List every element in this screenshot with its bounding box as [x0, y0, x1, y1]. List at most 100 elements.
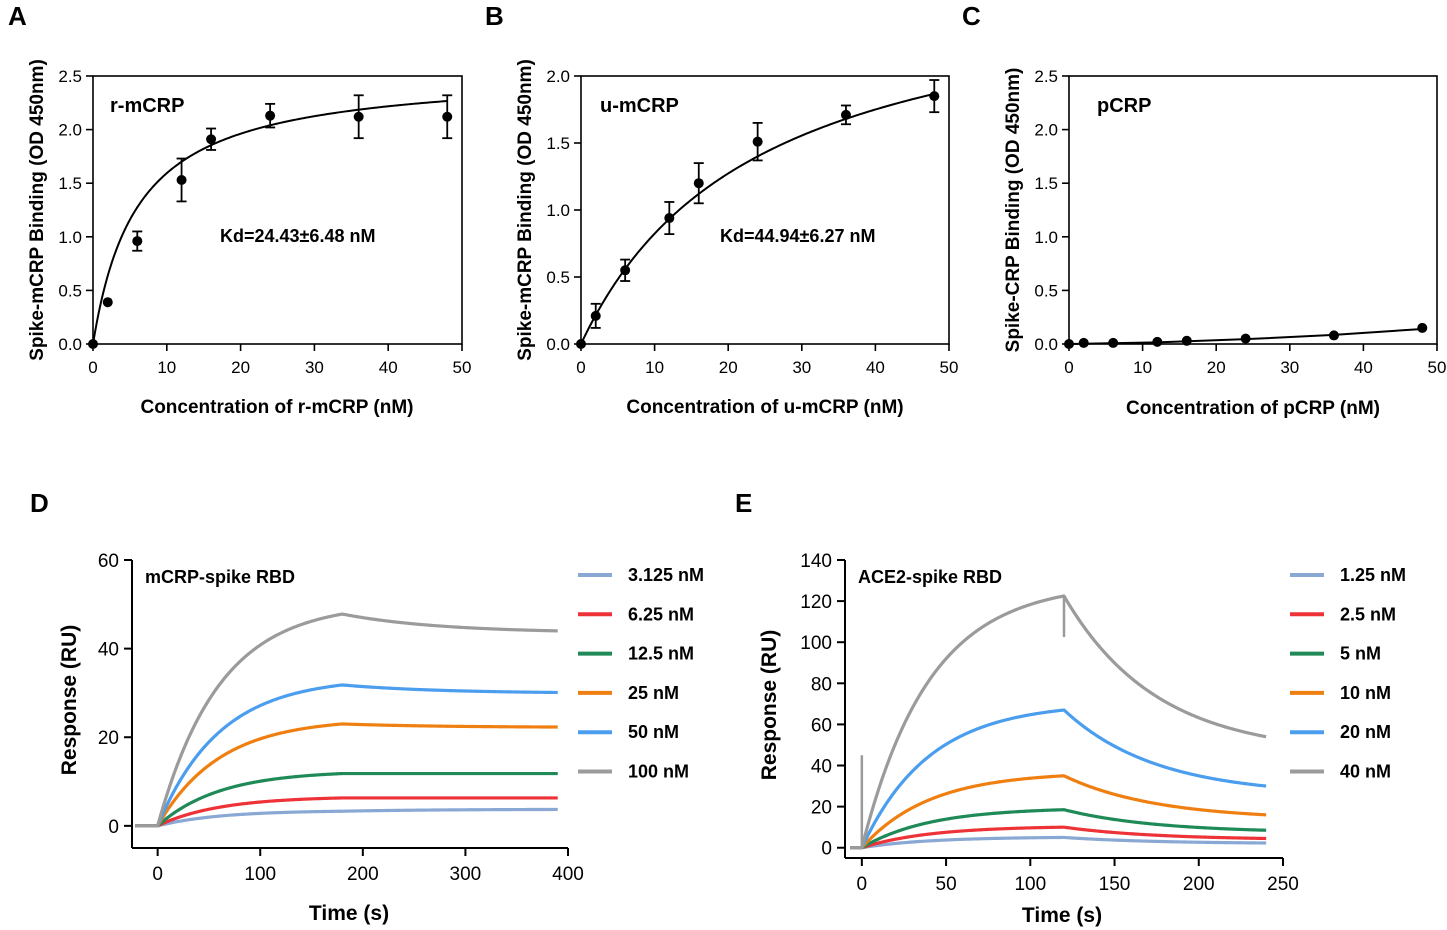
panel-b-y-tick-label: 0.0 [546, 335, 570, 354]
panel-a-kd-annotation: Kd=24.43±6.48 nM [220, 226, 375, 246]
panel-c-x-tick-label: 20 [1207, 358, 1226, 377]
panel-e-x-tick-label: 0 [857, 874, 868, 895]
panel-b-x-tick-label: 10 [645, 358, 664, 377]
panel-e-chart: 0 50 100 150 200 250 0 20 40 60 80 100 120 140 1.25 n… [758, 551, 1406, 927]
panel-d-y-tick-label: 60 [98, 551, 119, 572]
panel-d-y-axis-title: Response (RU) [58, 625, 81, 776]
panel-d-title: mCRP-spike RBD [145, 567, 295, 587]
panel-a-y-tick-label: 2.0 [58, 121, 82, 140]
panel-e-y-tick-label: 0 [821, 839, 832, 860]
panel-a-y-axis-title: Spike-mCRP Binding (OD 450nm) [27, 59, 48, 361]
panel-a-y-tick-label: 1.5 [58, 174, 82, 193]
panel-c-y-tick-label: 1.0 [1034, 228, 1058, 247]
panel-e-legend-label: 40 nM [1340, 762, 1391, 782]
panel-a-chart: 0 10 20 30 40 50 0.0 0.5 1.0 1.5 2.0 2.5 r-mCRP Kd=… [27, 59, 471, 418]
panel-a-y-tick-label: 2.5 [58, 67, 82, 86]
panel-a-x-tick-label: 10 [157, 358, 176, 377]
panel-c-y-axis-title: Spike-CRP Binding (OD 450nm) [1003, 68, 1024, 353]
panel-b-y-axis-title: Spike-mCRP Binding (OD 450nm) [515, 59, 536, 361]
panel-b-y-tick-label: 1.0 [546, 201, 570, 220]
panel-e-legend-label: 1.25 nM [1340, 565, 1406, 585]
panel-b-data-point [620, 265, 631, 276]
panel-d-legend-label: 100 nM [628, 762, 689, 782]
panel-b-x-tick-label: 20 [719, 358, 738, 377]
panel-b-x-tick-label: 40 [866, 358, 885, 377]
panel-c-y-tick-label: 2.5 [1034, 67, 1058, 86]
panel-e-x-tick-label: 100 [1014, 874, 1046, 895]
panel-d-legend-label: 25 nM [628, 683, 679, 703]
panel-e-y-tick-label: 140 [800, 551, 832, 572]
panel-letter-c: C [962, 1, 981, 31]
panel-letter-d: D [30, 488, 49, 518]
panel-b-x-tick-label: 30 [792, 358, 811, 377]
panel-c-x-tick-label: 0 [1064, 358, 1073, 377]
panel-e-title: ACE2-spike RBD [858, 567, 1002, 587]
panel-c-data-point [1078, 337, 1089, 348]
panel-a-y-tick-label: 0.5 [58, 281, 82, 300]
panel-e-y-tick-label: 40 [811, 757, 832, 778]
panel-c-x-tick-label: 10 [1133, 358, 1152, 377]
panel-b-y-tick-label: 2.0 [546, 67, 570, 86]
panel-d-series-line [135, 683, 558, 828]
panel-e-series-line [850, 708, 1267, 850]
panel-b-data-point [840, 109, 851, 120]
panel-c-y-tick-label: 0.0 [1034, 335, 1058, 354]
panel-e-y-tick-label: 100 [800, 633, 832, 654]
panel-d-series-line [135, 771, 558, 828]
panel-d-legend-label: 3.125 nM [628, 565, 704, 585]
panel-b-chart: 0 10 20 30 40 50 0.0 0.5 1.0 1.5 2.0 u-mCRP Kd=44.… [515, 59, 958, 418]
panel-b-data-point [752, 136, 763, 147]
panel-a-x-tick-label: 50 [453, 358, 472, 377]
panel-e-y-tick-label: 20 [811, 798, 832, 819]
panel-letter-a: A [8, 1, 27, 31]
panel-d-y-tick-label: 20 [98, 728, 119, 749]
panel-d-x-tick-label: 200 [347, 864, 379, 885]
panel-e-y-tick-label: 80 [811, 674, 832, 695]
panel-a-y-tick-label: 0.0 [58, 335, 82, 354]
panel-d-chart: 0 100 200 300 400 0 20 40 60 3.125 nM 6.25 nM 12.5… [58, 551, 704, 925]
panel-d-legend-label: 12.5 nM [628, 644, 694, 664]
panel-e-x-axis-title: Time (s) [1022, 904, 1102, 927]
panel-b-data-point [576, 339, 586, 349]
panel-b-kd-annotation: Kd=44.94±6.27 nM [720, 226, 875, 246]
panel-e-legend-label: 2.5 nM [1340, 604, 1396, 624]
panel-b-data-point [693, 178, 704, 189]
panel-a-data-point [353, 111, 364, 122]
panel-a-data-point [132, 236, 143, 247]
panel-e-legend-label: 5 nM [1340, 644, 1381, 664]
panel-a-x-tick-label: 0 [88, 358, 97, 377]
panel-a-x-axis-title: Concentration of r-mCRP (nM) [140, 397, 413, 418]
panel-a-x-tick-label: 20 [231, 358, 250, 377]
panel-e-y-tick-label: 60 [811, 715, 832, 736]
panel-c-chart: 0 10 20 30 40 50 0.0 0.5 1.0 1.5 2.0 2.5 pCRP Conce… [1003, 67, 1446, 419]
panel-d-series-line [135, 796, 558, 828]
panel-e-y-tick-label: 120 [800, 592, 832, 613]
panel-c-title: pCRP [1097, 95, 1151, 117]
panel-e-series-line [850, 774, 1267, 850]
panel-d-x-tick-label: 0 [152, 864, 163, 885]
panel-d-x-tick-label: 400 [552, 864, 584, 885]
panel-c-x-tick-label: 30 [1280, 358, 1299, 377]
panel-e-x-tick-label: 200 [1183, 874, 1215, 895]
panel-d-y-tick-label: 40 [98, 640, 119, 661]
panel-e-y-axis-title: Response (RU) [758, 630, 781, 781]
panel-a-y-tick-label: 1.0 [58, 228, 82, 247]
panel-a-data-point [102, 297, 113, 308]
panel-c-y-tick-label: 2.0 [1034, 121, 1058, 140]
panel-d-legend-label: 50 nM [628, 722, 679, 742]
panel-e-series-line [850, 835, 1267, 850]
panel-c-x-axis-title: Concentration of pCRP (nM) [1126, 398, 1380, 419]
panel-b-data-point [590, 310, 601, 321]
panel-d-legend-label: 6.25 nM [628, 604, 694, 624]
panel-e-series-line [850, 594, 1267, 850]
panel-b-y-tick-label: 1.5 [546, 134, 570, 153]
panel-c-data-point [1240, 333, 1251, 344]
panel-a-plot-frame [92, 75, 463, 345]
panel-b-x-axis-title: Concentration of u-mCRP (nM) [626, 397, 903, 418]
panel-e-x-tick-label: 250 [1267, 874, 1299, 895]
panel-d-series-line [135, 612, 558, 828]
panel-a-x-tick-label: 30 [305, 358, 324, 377]
panel-a-data-point [265, 110, 276, 121]
panel-c-plot-frame [1068, 75, 1438, 345]
